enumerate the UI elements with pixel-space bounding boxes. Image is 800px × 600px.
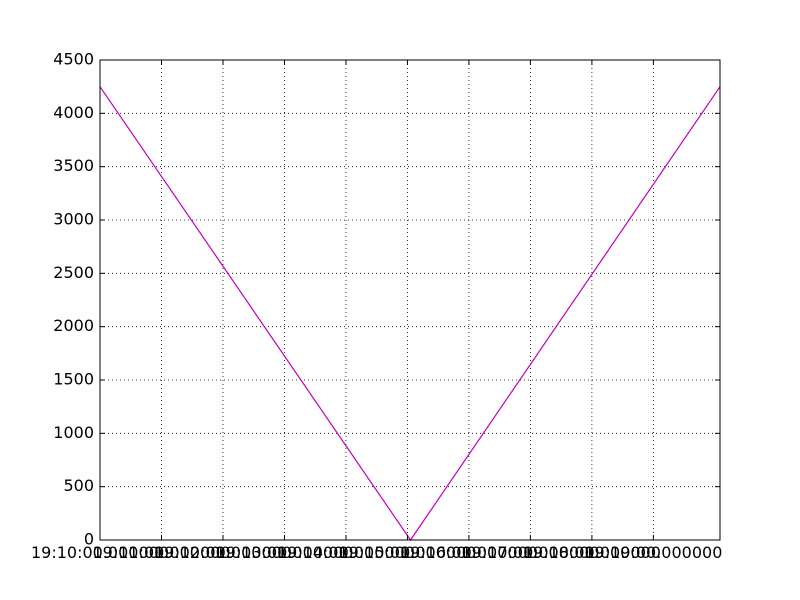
x-tick-label: 19:17:00.000000 xyxy=(461,543,599,562)
x-tick-label: 19:10:00.000000 xyxy=(31,543,169,562)
y-tick-label: 2500 xyxy=(53,263,94,282)
y-tick-label: 2000 xyxy=(53,316,94,335)
x-tick-label: 19:16:00.000000 xyxy=(400,543,538,562)
plot-area xyxy=(100,60,720,540)
plot-frame xyxy=(99,59,721,541)
y-tick-label: 1000 xyxy=(53,423,94,442)
x-tick-label: 19:12:00.000000 xyxy=(154,543,292,562)
grid xyxy=(100,60,720,540)
x-tick-label: 19:13:00.000000 xyxy=(215,543,353,562)
y-tick-label: 4000 xyxy=(53,103,94,122)
y-tick-label: 1500 xyxy=(53,370,94,389)
y-tick-label: 500 xyxy=(63,476,94,495)
x-tick-label: 19:11:00.000000 xyxy=(92,543,230,562)
x-tick-label: 19:18:00.000000 xyxy=(523,543,661,562)
x-tick-label: 19:19:00.000000 xyxy=(584,543,722,562)
y-tick-label: 3000 xyxy=(53,210,94,229)
x-tick-label: 19:14:00.000000 xyxy=(277,543,415,562)
ticks: 0 500 1000 1500 2000 2500 3000 3500 4000 4500 19:1… xyxy=(31,50,722,563)
y-tick-label: 4500 xyxy=(53,50,94,69)
y-tick-label: 0 xyxy=(84,530,94,549)
x-tick-label: 19:15:00.000000 xyxy=(338,543,476,562)
y-tick-label: 3500 xyxy=(53,156,94,175)
